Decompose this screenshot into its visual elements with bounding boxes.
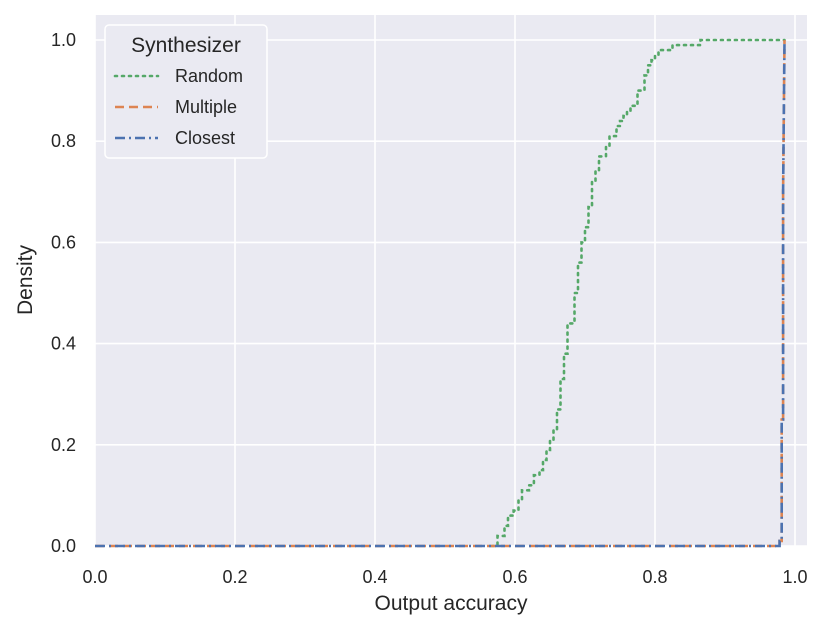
y-tick-label: 0.2	[51, 435, 76, 455]
legend-box	[104, 24, 268, 159]
y-tick-label: 0.8	[51, 131, 76, 151]
x-tick-label: 0.2	[222, 567, 247, 587]
x-tick-label: 0.4	[362, 567, 387, 587]
y-tick-label: 1.0	[51, 30, 76, 50]
x-axis-label: Output accuracy	[375, 592, 528, 615]
series-lines	[95, 38, 786, 548]
legend-items: Random Multiple Closest	[113, 66, 243, 148]
y-tick-label: 0.4	[51, 334, 76, 354]
x-tick-label: 1.0	[782, 567, 807, 587]
y-tick-label: 0.0	[51, 536, 76, 556]
x-tick-label: 0.0	[82, 567, 107, 587]
legend-label-random: Random	[175, 66, 243, 86]
legend-label-multiple: Multiple	[175, 97, 237, 117]
x-tick-label: 0.6	[502, 567, 527, 587]
y-tick-label: 0.6	[51, 232, 76, 252]
y-axis-label: Density	[14, 244, 37, 315]
grid	[94, 15, 807, 547]
series-line-closest	[95, 39, 786, 548]
series-line-random	[490, 38, 786, 548]
x-tick-label: 0.8	[642, 567, 667, 587]
legend: Synthesizer Random Multiple Closest	[104, 24, 268, 159]
legend-label-closest: Closest	[175, 128, 235, 148]
tick-labels: 0.0 0.2 0.4 0.6 0.8 1.0 0.0 0.2 0.4 0.6 0.8 1.0	[51, 30, 808, 587]
legend-title: Synthesizer	[131, 34, 241, 57]
